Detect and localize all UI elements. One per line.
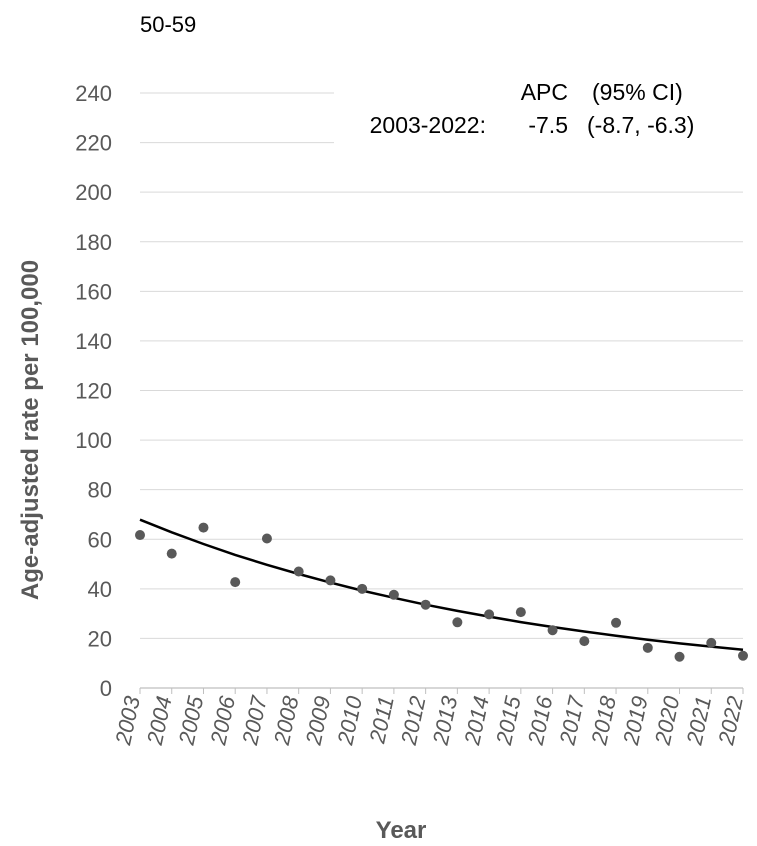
y-tick-labels: 0 20 40 60 80 100 120 140 160 180 200 220 240 bbox=[75, 81, 112, 701]
data-point bbox=[230, 577, 241, 588]
x-tick-label: 2011 bbox=[364, 694, 398, 746]
x-tick-label: 2003 bbox=[110, 693, 145, 748]
annotation-ci-header: (95% CI) bbox=[592, 79, 683, 105]
x-tick-label: 2022 bbox=[713, 694, 748, 748]
x-tick-label: 2014 bbox=[459, 694, 494, 748]
x-axis-title: Year bbox=[376, 817, 427, 844]
x-tick-label: 2013 bbox=[427, 693, 462, 748]
data-points bbox=[135, 522, 748, 662]
data-point bbox=[357, 583, 368, 594]
data-point bbox=[484, 609, 495, 620]
gridlines bbox=[140, 92, 743, 639]
x-tick-label: 2021 bbox=[681, 694, 716, 748]
y-axis-title: Age-adjusted rate per 100,000 bbox=[17, 260, 44, 600]
data-point bbox=[198, 522, 209, 533]
data-point bbox=[325, 575, 336, 586]
data-point bbox=[611, 617, 622, 628]
x-tick-label: 2016 bbox=[523, 693, 558, 748]
y-tick-label: 140 bbox=[75, 329, 112, 354]
y-tick-label: 40 bbox=[88, 577, 112, 602]
x-tick-label: 2019 bbox=[618, 694, 653, 748]
trend-line bbox=[139, 518, 744, 652]
data-point bbox=[452, 617, 463, 628]
data-point bbox=[515, 607, 526, 618]
x-tick-label: 2018 bbox=[586, 693, 621, 748]
x-tick-label: 2005 bbox=[174, 693, 209, 748]
x-tick-label: 2006 bbox=[205, 693, 240, 748]
x-tick-label: 2009 bbox=[300, 694, 335, 748]
x-tick-label: 2017 bbox=[554, 693, 589, 748]
y-tick-label: 240 bbox=[75, 81, 112, 106]
y-tick-label: 220 bbox=[75, 131, 112, 156]
data-point bbox=[135, 530, 145, 541]
annotation-apc-value: -7.5 bbox=[528, 112, 568, 138]
data-point bbox=[642, 642, 653, 653]
y-tick-label: 120 bbox=[75, 379, 112, 404]
x-tick-label: 2007 bbox=[237, 693, 272, 748]
y-tick-label: 180 bbox=[75, 230, 112, 255]
data-point bbox=[261, 533, 272, 544]
data-point bbox=[547, 625, 558, 636]
data-point bbox=[293, 566, 304, 577]
y-tick-label: 100 bbox=[75, 428, 112, 453]
x-tick-label: 2008 bbox=[269, 693, 304, 748]
data-point bbox=[738, 650, 748, 661]
y-tick-label: 20 bbox=[88, 626, 112, 651]
data-point bbox=[579, 636, 590, 647]
x-tick-labels: 2003200420052006200720082009201020112012… bbox=[110, 693, 748, 748]
x-tick-label: 2010 bbox=[332, 693, 367, 748]
annotation-box: APC (95% CI) 2003-2022: -7.5 (-8.7, -6.3… bbox=[370, 79, 695, 138]
data-point bbox=[388, 589, 399, 600]
y-tick-label: 0 bbox=[100, 676, 112, 701]
data-point bbox=[420, 599, 431, 610]
x-tick-label: 2020 bbox=[650, 693, 685, 748]
y-tick-label: 80 bbox=[88, 478, 112, 503]
data-point bbox=[674, 651, 685, 662]
data-point bbox=[166, 548, 177, 559]
x-axis bbox=[139, 687, 744, 694]
annotation-ci-value: (-8.7, -6.3) bbox=[587, 112, 694, 138]
x-tick-label: 2012 bbox=[396, 694, 431, 748]
y-tick-label: 60 bbox=[88, 527, 112, 552]
trend-line-group bbox=[139, 518, 744, 652]
y-tick-label: 160 bbox=[75, 279, 112, 304]
panel-label: 50-59 bbox=[140, 12, 196, 37]
x-tick-label: 2004 bbox=[142, 694, 177, 748]
annotation-apc-header: APC bbox=[521, 79, 568, 105]
y-tick-label: 200 bbox=[75, 180, 112, 205]
x-tick-label: 2015 bbox=[491, 693, 526, 748]
annotation-segment: 2003-2022: bbox=[370, 112, 486, 138]
data-point bbox=[706, 637, 717, 648]
